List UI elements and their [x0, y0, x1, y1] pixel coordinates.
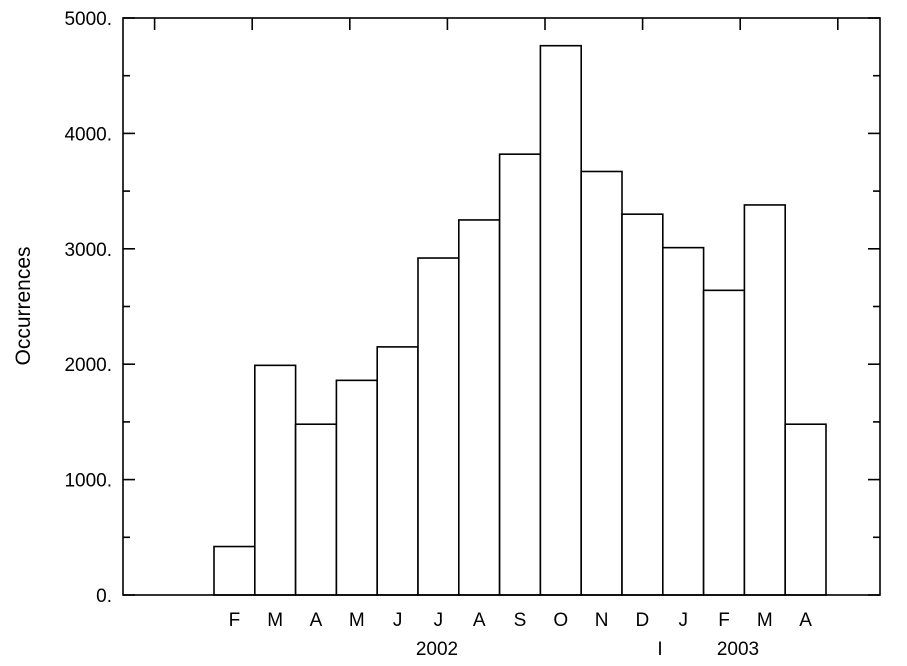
year-label-2003: 2003 [717, 639, 759, 660]
x-tick-label-5: J [434, 610, 444, 631]
bar-10 [621, 213, 664, 596]
bar-2 [294, 423, 338, 596]
bar-7 [498, 153, 542, 596]
x-tick-label-6: A [473, 610, 486, 631]
bar-3 [335, 379, 378, 596]
year-separator: I [657, 639, 662, 660]
bar-4 [376, 346, 419, 596]
plot-frame [122, 17, 881, 596]
x-tick-label-8: O [553, 610, 568, 631]
bar-13 [743, 204, 787, 596]
y-axis-label: Occurrences [12, 246, 35, 365]
bar-12 [702, 289, 746, 596]
bar-8 [539, 44, 583, 596]
x-tick-label-3: M [349, 610, 365, 631]
x-tick-label-0: F [229, 610, 241, 631]
y-tick-labels: 0. 1000. 2000. 3000. 4000. 5000. [64, 9, 112, 607]
x-tick-label-7: S [514, 610, 527, 631]
bars-group [213, 44, 827, 596]
x-tick-label-1: M [267, 610, 283, 631]
y-tick-label-0: 0. [96, 586, 112, 607]
bar-5 [417, 257, 460, 596]
y-tick-label-1: 1000. [64, 471, 112, 492]
x-tick-label-9: N [595, 610, 609, 631]
bar-1 [254, 364, 297, 596]
bar-0 [213, 545, 256, 596]
y-tick-label-4: 4000. [64, 124, 112, 145]
bar-9 [580, 170, 623, 596]
bar-14 [784, 423, 827, 596]
x-tick-label-13: M [757, 610, 773, 631]
x-tick-label-12: F [718, 610, 730, 631]
y-tick-label-3: 3000. [64, 240, 112, 261]
y-tick-label-2: 2000. [64, 355, 112, 376]
ticks-group [123, 17, 880, 596]
y-tick-label-5: 5000. [64, 9, 112, 30]
x-tick-label-4: J [393, 610, 403, 631]
year-label-2002: 2002 [416, 639, 458, 660]
bar-11 [661, 246, 705, 596]
bar-6 [457, 219, 501, 596]
x-tick-label-2: A [310, 610, 323, 631]
x-tick-label-10: D [636, 610, 650, 631]
x-tick-label-11: J [678, 610, 688, 631]
x-tick-label-14: A [799, 610, 812, 631]
